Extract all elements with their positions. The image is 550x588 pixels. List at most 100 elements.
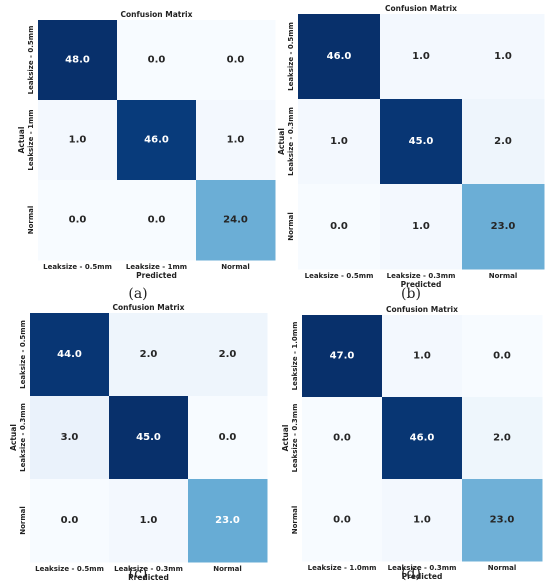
x-tick-label-0: Leaksize - 0.5mm	[35, 565, 104, 573]
y-tick-label-2: Normal	[291, 506, 299, 535]
cell-r2-c2	[188, 479, 268, 563]
chart-title: Confusion Matrix	[386, 305, 458, 314]
cell-r1-c0	[302, 397, 383, 480]
x-tick-label-2: Normal	[213, 565, 242, 573]
cell-value-r0-c1: 2.0	[140, 349, 158, 360]
x-axis-label: Predicted	[136, 271, 177, 280]
cell-value-r1-c1: 45.0	[136, 432, 161, 443]
cell-value-r0-c1: 1.0	[413, 351, 431, 362]
x-tick-label-0: Leaksize - 0.5mm	[43, 263, 112, 271]
cell-r0-c0	[298, 14, 381, 100]
cell-r1-c2	[196, 100, 276, 181]
cell-value-r2-c1: 1.0	[140, 515, 158, 526]
y-tick-label-1: Leaksize - 0.3mm	[19, 403, 27, 472]
x-tick-label-1: Leaksize - 0.3mm	[114, 565, 183, 573]
cell-value-r1-c2: 2.0	[494, 136, 512, 147]
y-tick-label-2: Normal	[287, 212, 295, 241]
y-axis-label: Actual	[281, 425, 290, 452]
cell-value-r2-c2: 23.0	[490, 515, 515, 526]
cell-value-r2-c2: 23.0	[491, 221, 516, 232]
cell-r1-c1	[382, 397, 463, 480]
cell-r1-c1	[117, 100, 197, 181]
cell-value-r1-c1: 46.0	[410, 433, 435, 444]
chart-title: Confusion Matrix	[113, 303, 185, 312]
cell-value-r0-c0: 44.0	[57, 349, 82, 360]
cell-r2-c1	[117, 180, 197, 261]
x-tick-label-1: Leaksize - 0.3mm	[387, 272, 456, 280]
cell-r2-c1	[380, 184, 463, 270]
heatmap-svg: Confusion Matrix 46.0 1.0 1.0 1.0 45.0 2.0 0.0 1…	[277, 4, 545, 289]
cell-r2-c2	[462, 479, 543, 562]
confusion-matrix-a: Confusion Matrix 48.0 0.0 0.0 1.0 46.0 1.0 0.0 0…	[10, 2, 279, 286]
cell-value-r2-c2: 24.0	[223, 215, 248, 226]
cell-r0-c1	[109, 313, 189, 397]
y-axis-label: Actual	[277, 128, 286, 155]
cell-r1-c1	[380, 99, 463, 185]
cell-value-r2-c1: 0.0	[148, 215, 166, 226]
y-tick-label-0: Leaksize - 1.0mm	[291, 322, 299, 391]
heatmap-svg: Confusion Matrix 44.0 2.0 2.0 3.0 45.0 0.0 0.0 1…	[9, 303, 268, 582]
caption-d: (d)	[401, 566, 421, 582]
cell-r2-c2	[462, 184, 545, 270]
cell-value-r0-c2: 0.0	[493, 351, 511, 362]
cell-r1-c2	[462, 99, 545, 185]
cell-r0-c2	[462, 315, 543, 398]
cell-r1-c2	[462, 397, 543, 480]
cell-value-r2-c0: 0.0	[61, 515, 79, 526]
y-tick-label-1: Leaksize - 0.3mm	[291, 404, 299, 473]
cell-r0-c1	[382, 315, 463, 398]
heatmap-svg: Confusion Matrix 48.0 0.0 0.0 1.0 46.0 1.0 0.0 0…	[17, 10, 276, 280]
confusion-matrix-d: Confusion Matrix 47.0 1.0 0.0 0.0 46.0 2.0 0.0 1…	[281, 303, 546, 587]
cell-r2-c1	[382, 479, 463, 562]
cell-r0-c1	[380, 14, 463, 100]
confusion-matrix-c: Confusion Matrix 44.0 2.0 2.0 3.0 45.0 0.0 0.0 1…	[9, 303, 271, 588]
cell-value-r2-c1: 1.0	[412, 221, 430, 232]
y-axis-label: Actual	[17, 127, 26, 154]
cell-r0-c0	[38, 20, 118, 101]
caption-b: (b)	[401, 286, 421, 302]
cell-value-r0-c1: 1.0	[412, 51, 430, 62]
x-tick-label-0: Leaksize - 1.0mm	[308, 564, 377, 572]
x-tick-label-2: Normal	[488, 564, 517, 572]
y-tick-label-1: Leaksize - 0.3mm	[287, 107, 295, 176]
cell-value-r1-c2: 0.0	[219, 432, 237, 443]
cell-value-r0-c0: 47.0	[330, 351, 355, 362]
y-tick-label-0: Leaksize - 0.5mm	[19, 320, 27, 389]
cell-r2-c1	[109, 479, 189, 563]
y-axis-label: Actual	[9, 424, 18, 451]
y-tick-label-2: Normal	[19, 506, 27, 535]
y-tick-label-0: Leaksize - 0.5mm	[287, 22, 295, 91]
x-axis-label: Predicted	[401, 280, 442, 289]
x-axis-label: Predicted	[402, 572, 443, 581]
caption-a: (a)	[128, 286, 148, 302]
cell-r0-c2	[188, 313, 268, 397]
cell-value-r0-c2: 2.0	[219, 349, 237, 360]
cell-value-r0-c2: 1.0	[494, 51, 512, 62]
x-tick-label-1: Leaksize - 0.3mm	[388, 564, 457, 572]
cell-r0-c2	[196, 20, 276, 101]
y-tick-label-1: Leaksize - 1mm	[27, 109, 35, 170]
cell-value-r2-c0: 0.0	[69, 215, 87, 226]
cell-r0-c2	[462, 14, 545, 100]
x-tick-label-2: Normal	[489, 272, 518, 280]
cell-value-r2-c0: 0.0	[330, 221, 348, 232]
caption-c: (c)	[128, 566, 148, 582]
cell-r0-c0	[30, 313, 110, 397]
cell-r2-c0	[298, 184, 381, 270]
cell-r2-c0	[302, 479, 383, 562]
y-tick-label-2: Normal	[27, 206, 35, 235]
cell-r0-c0	[302, 315, 383, 398]
cell-r1-c0	[30, 396, 110, 480]
cell-value-r0-c0: 46.0	[327, 51, 352, 62]
cell-r2-c0	[30, 479, 110, 563]
cell-value-r2-c0: 0.0	[333, 515, 351, 526]
x-tick-label-0: Leaksize - 0.5mm	[305, 272, 374, 280]
cell-r1-c1	[109, 396, 189, 480]
cell-r2-c0	[38, 180, 118, 261]
cell-value-r1-c0: 0.0	[333, 433, 351, 444]
cell-value-r2-c2: 23.0	[215, 515, 240, 526]
heatmap-svg: Confusion Matrix 47.0 1.0 0.0 0.0 46.0 2.0 0.0 1…	[281, 305, 543, 581]
cell-value-r1-c2: 1.0	[227, 135, 245, 146]
cell-r1-c2	[188, 396, 268, 480]
chart-title: Confusion Matrix	[121, 10, 193, 19]
